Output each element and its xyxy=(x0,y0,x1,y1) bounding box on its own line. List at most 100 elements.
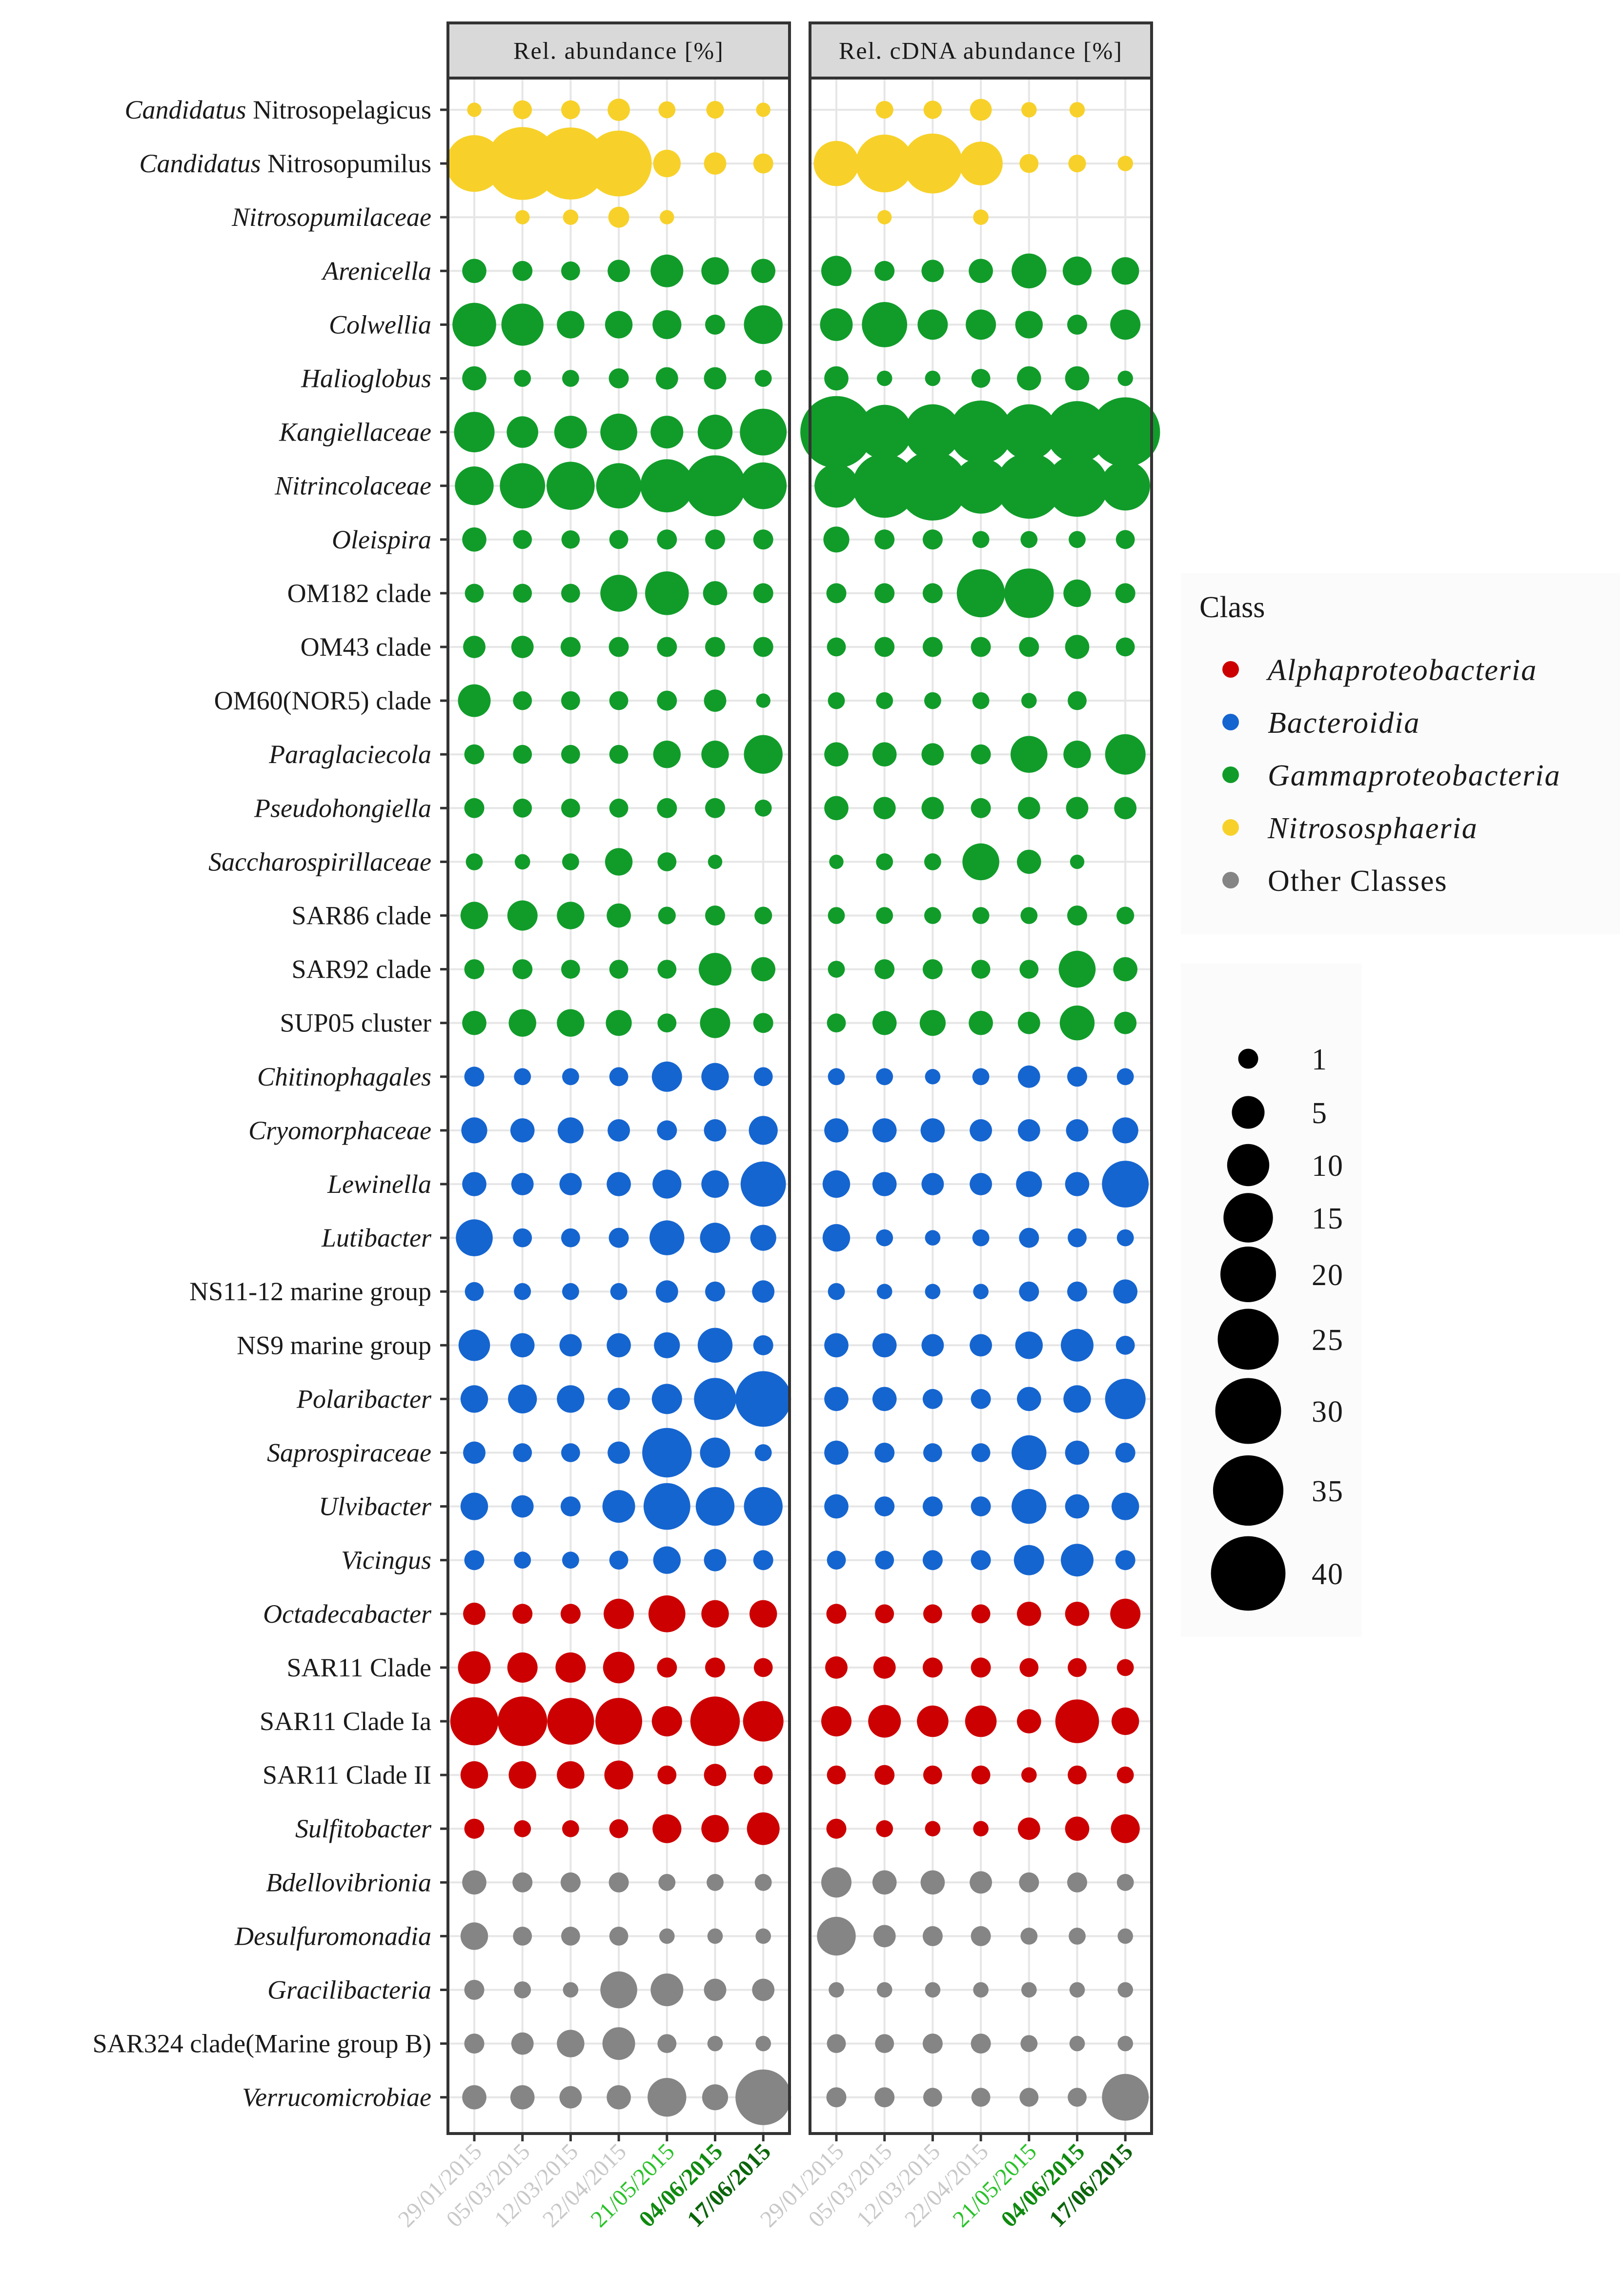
bubble-sulfitobacter-1 xyxy=(464,1818,485,1839)
bubble-sup05-cluster-6 xyxy=(1059,1006,1095,1041)
bubble-ns9-marine-group-7 xyxy=(1115,1335,1135,1355)
bubble-sar11-clade-ii-4 xyxy=(604,1760,633,1790)
bubble-om43-clade-2 xyxy=(874,637,895,657)
date-labels: 29/01/201505/03/201512/03/201522/04/2015… xyxy=(393,2138,1138,2232)
bubble-arenicella-1 xyxy=(821,256,851,286)
bubble-ns11-12-marine-group-5 xyxy=(655,1280,678,1303)
bubble-nitrosopumilaceae-4 xyxy=(973,209,989,225)
bubble-om182-clade-7 xyxy=(1115,583,1135,604)
bubble-lewinella-7 xyxy=(1102,1161,1149,1208)
bubble-om60-nor5-clade-3 xyxy=(924,692,941,709)
bubble-om182-clade-6 xyxy=(703,581,728,605)
bubble-nitrincolaceae-5 xyxy=(640,459,694,513)
size-label-5: 5 xyxy=(1312,1097,1328,1130)
bubble-sar11-clade-5 xyxy=(657,1657,677,1678)
bubble-ulvibacter-4 xyxy=(971,1496,991,1517)
bubble-sar86-clade-7 xyxy=(754,906,772,925)
bubble-desulfuromonadia-7 xyxy=(755,1928,771,1944)
bubble-desulfuromonadia-6 xyxy=(707,1928,723,1944)
bubble-candidatus-nitrosopelagicus-3 xyxy=(561,100,580,120)
size-key-40 xyxy=(1211,1536,1286,1611)
bubble-sar11-clade-ia-6 xyxy=(690,1696,740,1746)
size-legend-box xyxy=(1181,964,1361,1637)
bubble-pseudohongiella-6 xyxy=(1066,797,1089,820)
bubble-sar11-clade-ia-3 xyxy=(917,1705,949,1737)
bubble-lewinella-3 xyxy=(559,1173,582,1195)
bubble-lewinella-1 xyxy=(462,1172,486,1196)
bubble-pseudohongiella-4 xyxy=(609,798,628,818)
bubble-vicingus-7 xyxy=(1115,1550,1135,1571)
bubble-lutibacter-6 xyxy=(1068,1228,1087,1248)
bubble-sar86-clade-4 xyxy=(972,907,990,924)
bubble-saprospiraceae-7 xyxy=(754,1444,772,1461)
bubble-sar11-clade-1 xyxy=(458,1651,491,1684)
bubble-om60-nor5-clade-5 xyxy=(657,690,677,711)
bubble-candidatus-nitrosopelagicus-6 xyxy=(1069,102,1085,118)
bubble-candidatus-nitrosopumilus-4 xyxy=(586,130,652,197)
bubble-pseudohongiella-1 xyxy=(824,796,849,821)
bubble-candidatus-nitrosopumilus-3 xyxy=(534,127,607,200)
size-label-40: 40 xyxy=(1312,1558,1344,1591)
bubble-sar11-clade-3 xyxy=(922,1657,943,1678)
size-key-20 xyxy=(1220,1247,1276,1302)
bubble-saccharospirillaceae-1 xyxy=(466,853,483,870)
bubble-pseudohongiella-2 xyxy=(513,798,532,818)
bubble-gracilibacteria-6 xyxy=(1069,1982,1085,1998)
bubble-oleispira-7 xyxy=(1115,530,1135,549)
bubble-oleispira-3 xyxy=(561,530,580,549)
bubble-sar11-clade-6 xyxy=(1068,1658,1087,1677)
bubble-pseudohongiella-5 xyxy=(1017,797,1040,820)
bubble-lewinella-2 xyxy=(511,1173,534,1195)
bubble-verrucomicrobiae-2 xyxy=(874,2087,895,2108)
bubble-cryomorphaceae-5 xyxy=(657,1120,677,1141)
bubble-bdellovibrionia-3 xyxy=(560,1872,581,1893)
bubble-verrucomicrobiae-4 xyxy=(607,2085,631,2110)
taxon-label-lewinella: Lewinella xyxy=(327,1169,431,1199)
bubble-sar92-clade-4 xyxy=(971,960,991,979)
bubble-sar92-clade-4 xyxy=(609,960,628,979)
bubble-arenicella-4 xyxy=(969,259,993,283)
bubble-sar86-clade-6 xyxy=(1067,906,1087,926)
bubble-saprospiraceae-5 xyxy=(1012,1435,1047,1470)
bubble-bdellovibrionia-1 xyxy=(462,1870,486,1895)
bubble-polaribacter-7 xyxy=(1105,1378,1146,1419)
bubble-sar92-clade-2 xyxy=(512,959,533,980)
bubble-kangiellaceae-6 xyxy=(1046,401,1108,463)
bubble-ns9-marine-group-5 xyxy=(654,1332,680,1358)
taxon-label-sar324-clade-marine-group-b: SAR324 clade(Marine group B) xyxy=(93,2029,431,2058)
bubble-arenicella-1 xyxy=(462,259,486,283)
bubble-ns11-12-marine-group-4 xyxy=(973,1284,989,1299)
bubble-sulfitobacter-4 xyxy=(973,1821,989,1836)
bubble-om182-clade-7 xyxy=(753,583,773,604)
bubble-sulfitobacter-7 xyxy=(747,1812,780,1845)
bubble-halioglobus-2 xyxy=(876,370,892,386)
taxon-label-om43-clade: OM43 clade xyxy=(301,632,431,662)
bubble-cryomorphaceae-4 xyxy=(970,1119,992,1142)
bubble-sulfitobacter-6 xyxy=(701,1815,729,1843)
bubble-kangiellaceae-7 xyxy=(1091,397,1160,467)
bubble-om43-clade-3 xyxy=(922,637,943,657)
bubble-bdellovibrionia-7 xyxy=(1116,1873,1134,1891)
bubble-sulfitobacter-5 xyxy=(652,1814,682,1843)
bubble-halioglobus-6 xyxy=(704,367,727,390)
bubble-kangiellaceae-4 xyxy=(949,401,1013,464)
bubble-paraglaciecola-1 xyxy=(824,742,849,766)
bubble-sar86-clade-5 xyxy=(658,906,676,925)
bubble-ulvibacter-2 xyxy=(511,1495,534,1518)
taxon-label-polaribacter: Polaribacter xyxy=(296,1384,432,1413)
bubble-verrucomicrobiae-3 xyxy=(559,2086,582,2109)
bubble-ns11-12-marine-group-1 xyxy=(465,1282,484,1301)
bubble-sar11-clade-4 xyxy=(971,1657,991,1678)
bubble-sar11-clade-6 xyxy=(705,1657,725,1678)
bubble-oleispira-4 xyxy=(609,530,628,549)
taxon-label-ulvibacter: Ulvibacter xyxy=(319,1492,432,1521)
bubble-cryomorphaceae-3 xyxy=(557,1117,584,1144)
bubble-arenicella-3 xyxy=(561,261,580,281)
bubble-sar11-clade-ia-1 xyxy=(450,1697,499,1746)
bubble-sar11-clade-ia-2 xyxy=(868,1705,901,1738)
taxon-label-sar11-clade-ii: SAR11 Clade II xyxy=(263,1760,431,1790)
bubble-paraglaciecola-6 xyxy=(701,741,729,768)
bubble-saprospiraceae-1 xyxy=(463,1441,486,1464)
bubble-om182-clade-2 xyxy=(513,584,532,603)
